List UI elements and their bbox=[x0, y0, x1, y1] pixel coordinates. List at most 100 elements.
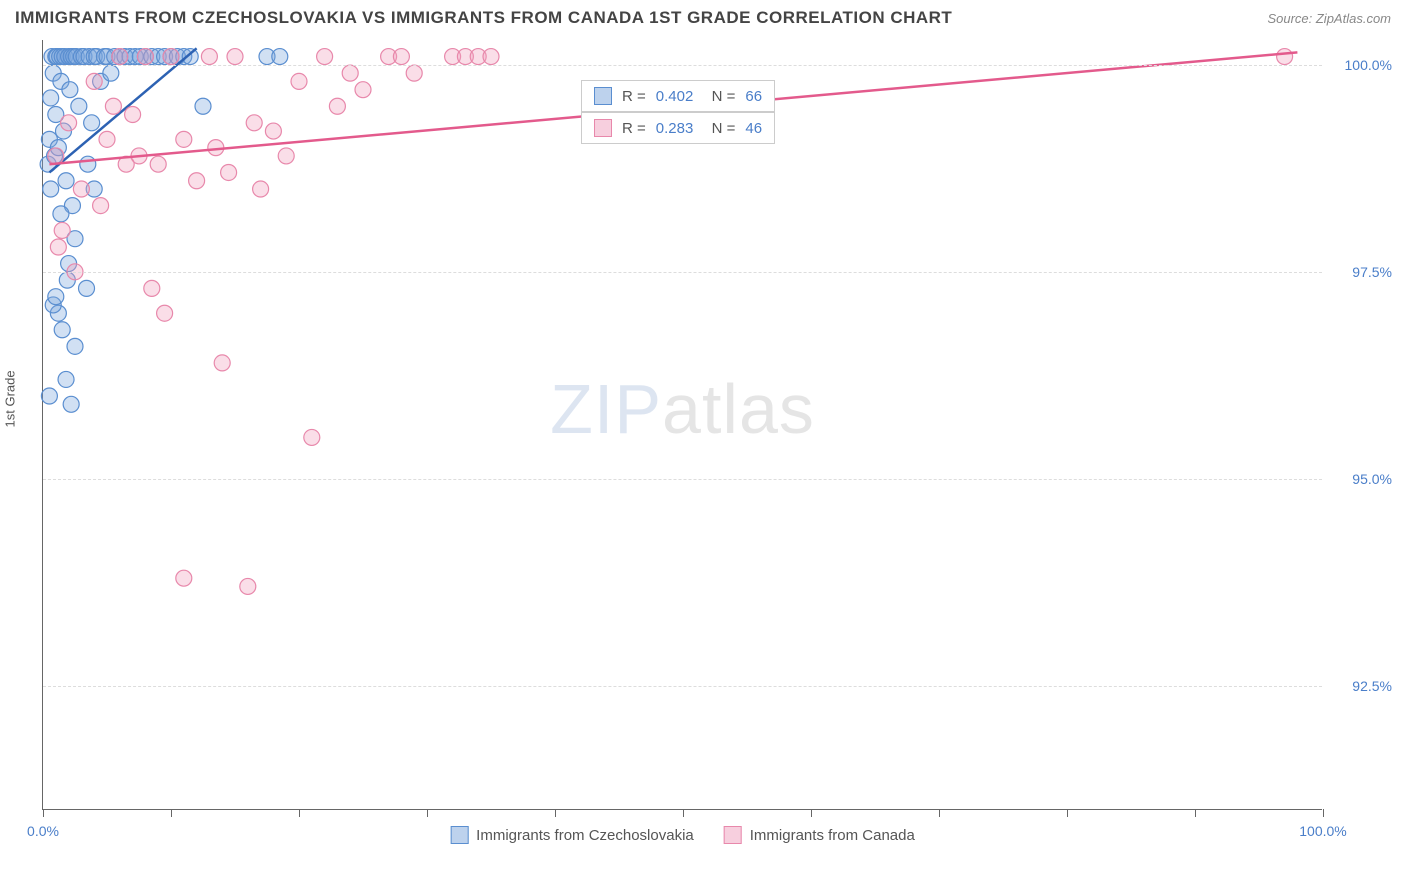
scatter-point bbox=[80, 156, 96, 172]
chart-area: ZIPatlas 92.5%95.0%97.5%100.0% 0.0%100.0… bbox=[42, 40, 1322, 810]
scatter-point bbox=[99, 131, 115, 147]
legend-swatch-icon bbox=[594, 119, 612, 137]
ytick-label: 100.0% bbox=[1345, 57, 1392, 73]
scatter-point bbox=[227, 49, 243, 65]
scatter-point bbox=[355, 82, 371, 98]
gridline bbox=[43, 479, 1322, 480]
n-value: 66 bbox=[745, 88, 762, 105]
scatter-point bbox=[79, 280, 95, 296]
scatter-point bbox=[265, 123, 281, 139]
xtick bbox=[1195, 809, 1196, 817]
scatter-point bbox=[246, 115, 262, 131]
page-title: IMMIGRANTS FROM CZECHOSLOVAKIA VS IMMIGR… bbox=[15, 8, 952, 28]
scatter-point bbox=[58, 173, 74, 189]
gridline bbox=[43, 65, 1322, 66]
scatter-point bbox=[43, 181, 59, 197]
scatter-point bbox=[112, 49, 128, 65]
xtick bbox=[555, 809, 556, 817]
n-value: 46 bbox=[745, 120, 762, 137]
ytick-label: 92.5% bbox=[1352, 678, 1392, 694]
xtick bbox=[1067, 809, 1068, 817]
n-label: N = bbox=[703, 88, 735, 105]
scatter-point bbox=[58, 371, 74, 387]
scatter-point bbox=[48, 289, 64, 305]
scatter-point bbox=[144, 280, 160, 296]
legend-swatch-icon bbox=[594, 87, 612, 105]
scatter-point bbox=[54, 322, 70, 338]
scatter-point bbox=[304, 429, 320, 445]
legend-swatch-icon bbox=[450, 826, 468, 844]
xtick bbox=[683, 809, 684, 817]
legend-item-canada: Immigrants from Canada bbox=[724, 826, 915, 844]
source-label: Source: ZipAtlas.com bbox=[1267, 11, 1391, 26]
scatter-point bbox=[291, 73, 307, 89]
scatter-point bbox=[329, 98, 345, 114]
scatter-point bbox=[62, 82, 78, 98]
legend-swatch-icon bbox=[724, 826, 742, 844]
xtick bbox=[171, 809, 172, 817]
scatter-point bbox=[176, 570, 192, 586]
scatter-point bbox=[125, 107, 141, 123]
scatter-point bbox=[61, 115, 77, 131]
xtick-label: 100.0% bbox=[1299, 823, 1346, 839]
scatter-point bbox=[157, 305, 173, 321]
r-label: R = bbox=[622, 120, 646, 137]
scatter-point bbox=[150, 156, 166, 172]
scatter-point bbox=[137, 49, 153, 65]
scatter-point bbox=[43, 90, 59, 106]
correlation-legend-box: R = 0.283 N = 46 bbox=[581, 112, 775, 144]
xtick bbox=[811, 809, 812, 817]
xtick bbox=[299, 809, 300, 817]
n-label: N = bbox=[703, 120, 735, 137]
scatter-point bbox=[63, 396, 79, 412]
scatter-point bbox=[48, 148, 64, 164]
scatter-point bbox=[71, 98, 87, 114]
scatter-point bbox=[67, 338, 83, 354]
scatter-point bbox=[86, 73, 102, 89]
xtick bbox=[43, 809, 44, 817]
scatter-point bbox=[53, 206, 69, 222]
scatter-point bbox=[195, 98, 211, 114]
bottom-legend: Immigrants from Czechoslovakia Immigrant… bbox=[450, 826, 915, 844]
scatter-point bbox=[342, 65, 358, 81]
legend-label: Immigrants from Czechoslovakia bbox=[476, 827, 694, 844]
scatter-point bbox=[240, 578, 256, 594]
scatter-point bbox=[163, 49, 179, 65]
legend-label: Immigrants from Canada bbox=[750, 827, 915, 844]
scatter-point bbox=[41, 388, 57, 404]
scatter-point bbox=[317, 49, 333, 65]
scatter-point bbox=[393, 49, 409, 65]
ytick-label: 95.0% bbox=[1352, 471, 1392, 487]
r-label: R = bbox=[622, 88, 646, 105]
scatter-point bbox=[84, 115, 100, 131]
scatter-point bbox=[54, 222, 70, 238]
scatter-point bbox=[50, 239, 66, 255]
scatter-point bbox=[214, 355, 230, 371]
scatter-point bbox=[253, 181, 269, 197]
gridline bbox=[43, 686, 1322, 687]
r-value: 0.402 bbox=[656, 88, 694, 105]
scatter-point bbox=[221, 164, 237, 180]
scatter-point bbox=[182, 49, 198, 65]
scatter-point bbox=[483, 49, 499, 65]
scatter-point bbox=[189, 173, 205, 189]
scatter-point bbox=[105, 98, 121, 114]
scatter-point bbox=[278, 148, 294, 164]
xtick bbox=[427, 809, 428, 817]
gridline bbox=[43, 272, 1322, 273]
xtick bbox=[939, 809, 940, 817]
r-value: 0.283 bbox=[656, 120, 694, 137]
ytick-label: 97.5% bbox=[1352, 264, 1392, 280]
scatter-plot-svg bbox=[43, 40, 1322, 809]
scatter-point bbox=[201, 49, 217, 65]
scatter-point bbox=[93, 198, 109, 214]
xtick bbox=[1323, 809, 1324, 817]
correlation-legend-box: R = 0.402 N = 66 bbox=[581, 80, 775, 112]
y-axis-label: 1st Grade bbox=[3, 370, 18, 427]
scatter-point bbox=[272, 49, 288, 65]
scatter-point bbox=[103, 65, 119, 81]
scatter-point bbox=[176, 131, 192, 147]
scatter-point bbox=[1277, 49, 1293, 65]
xtick-label: 0.0% bbox=[27, 823, 59, 839]
legend-item-czechoslovakia: Immigrants from Czechoslovakia bbox=[450, 826, 694, 844]
